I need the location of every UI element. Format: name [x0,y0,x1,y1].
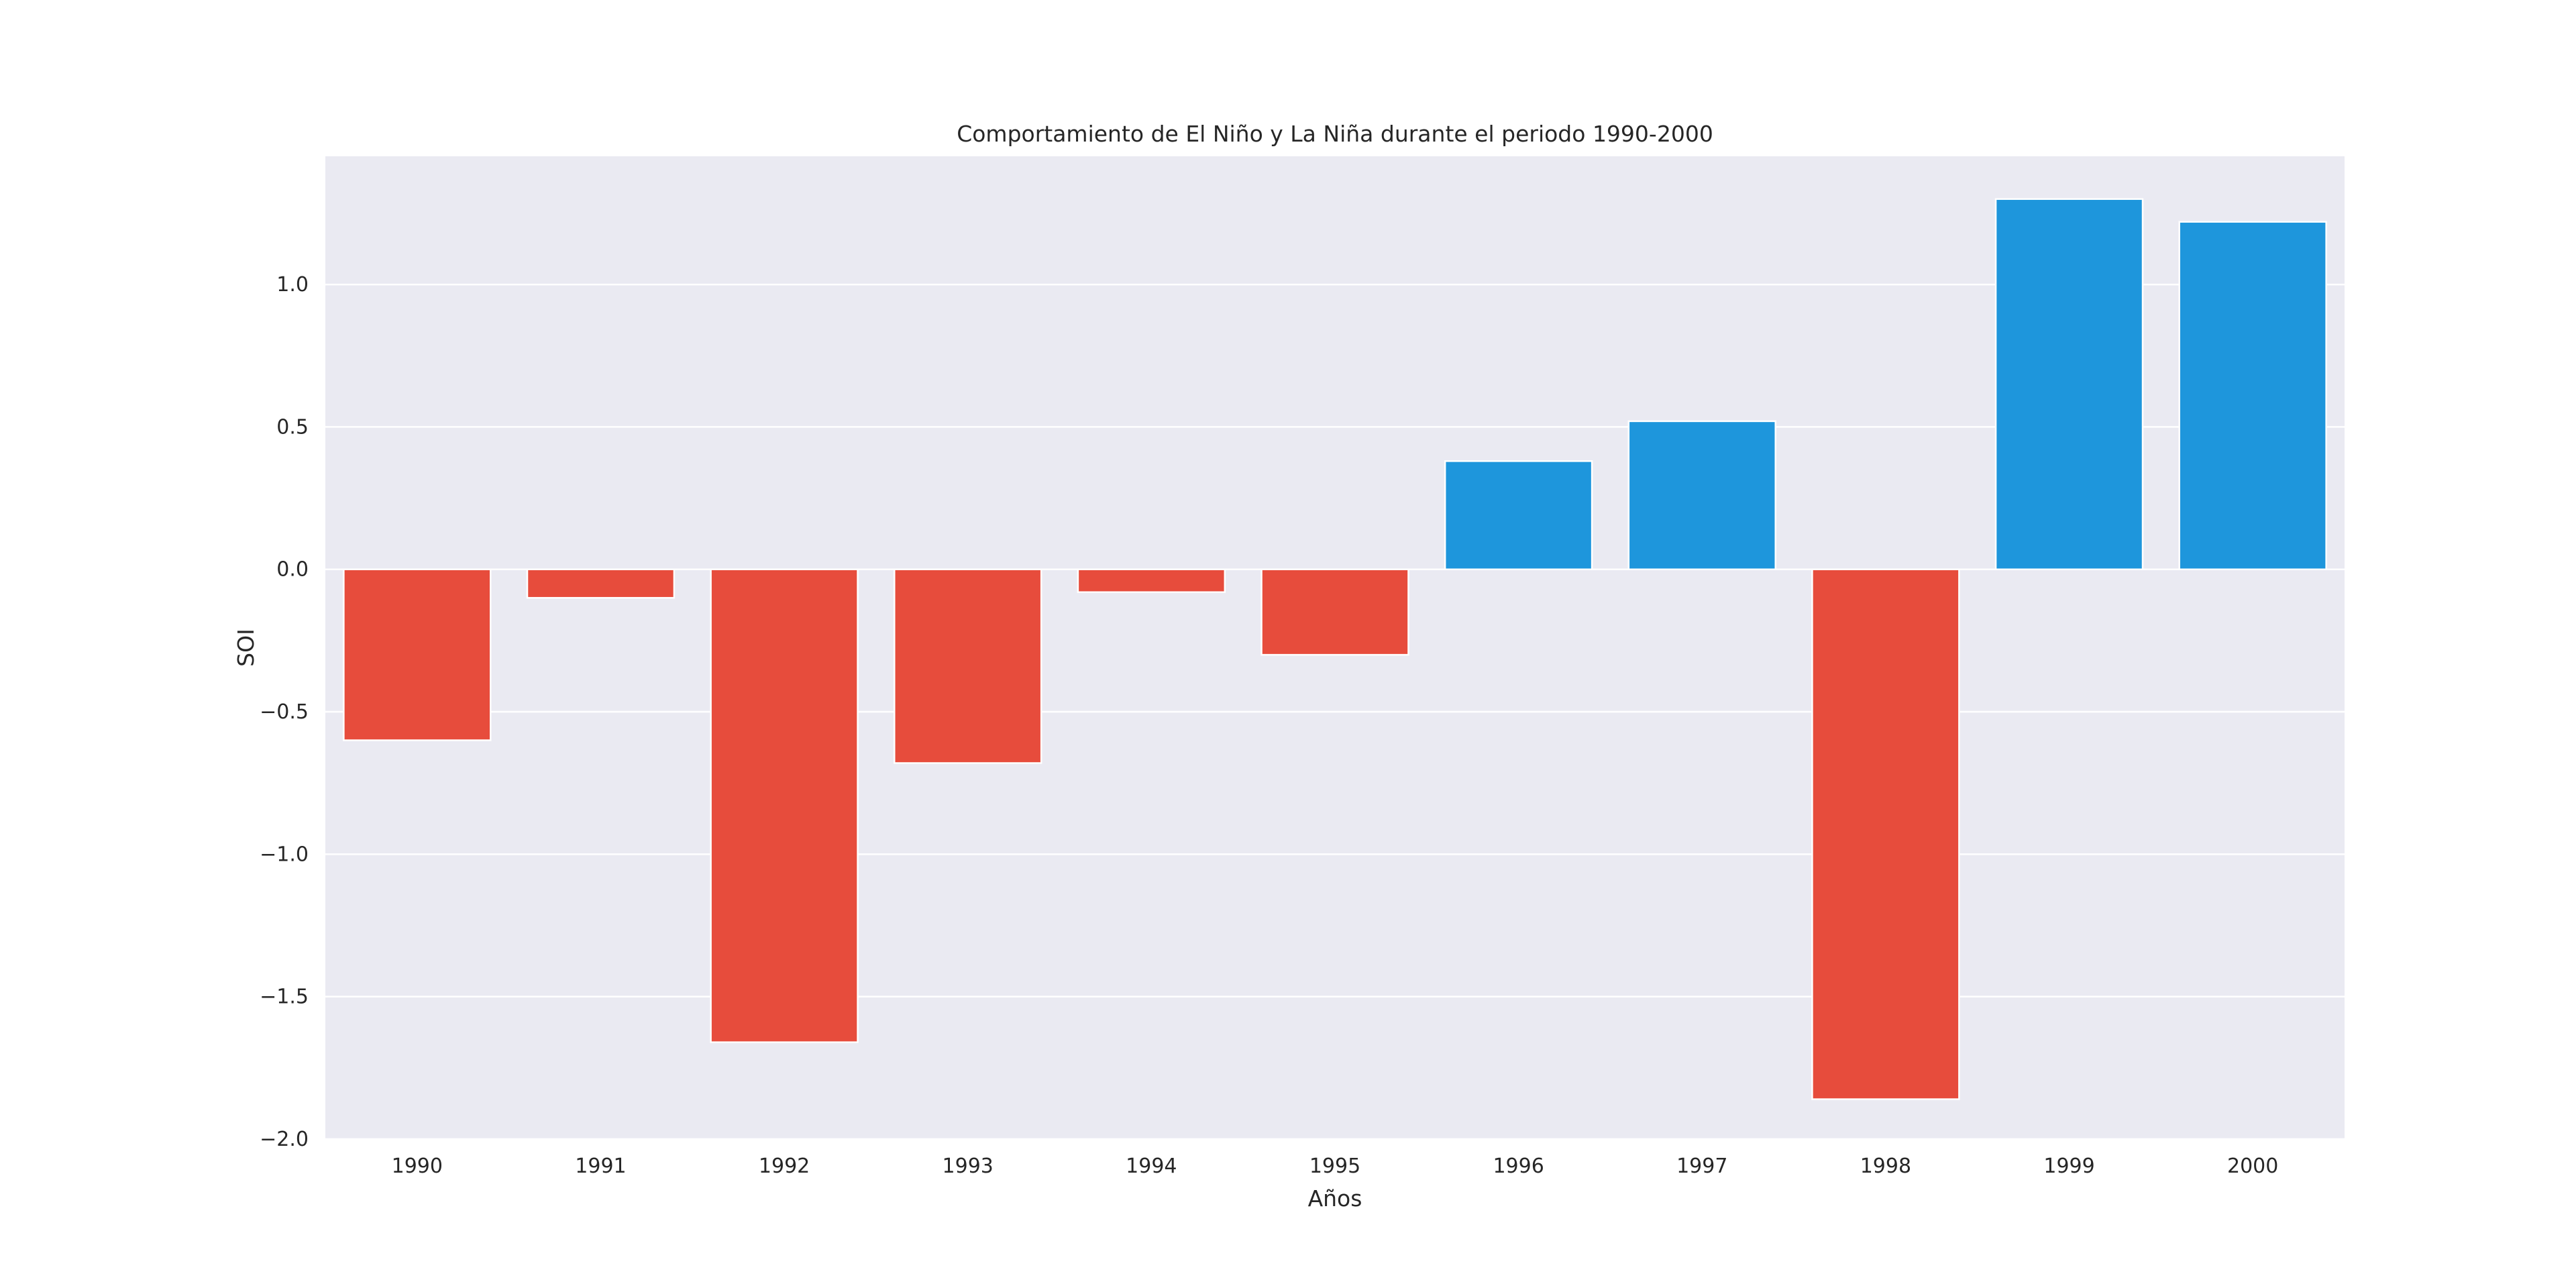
bar-2000 [2178,221,2327,570]
x-tick-label: 1998 [1860,1155,1911,1178]
x-tick-label: 1995 [1309,1155,1360,1178]
x-tick-labels: 1990 1991 1992 1993 1994 1995 1996 1997 1998 1999… [392,1155,2279,1178]
y-tick-label: 1.0 [276,273,309,297]
y-axis-label: SOI [233,629,259,667]
bar-1999 [1994,198,2144,570]
x-tick-label: 1996 [1493,1155,1544,1178]
bars [343,198,2327,1100]
chart-title: Comportamiento de El Niño y La Niña dura… [957,121,1713,147]
x-tick-label: 1999 [2043,1155,2094,1178]
x-tick-label: 2000 [2227,1155,2278,1178]
y-tick-label: −1.5 [260,985,309,1009]
bar-1995 [1260,568,1409,656]
x-tick-label: 1997 [1676,1155,1727,1178]
bar-1990 [343,568,492,741]
y-tick-label: −1.0 [260,843,309,866]
x-axis-label: Años [1308,1185,1362,1212]
x-tick-label: 1990 [392,1155,443,1178]
bar-1992 [710,568,859,1043]
y-tick-label: −2.0 [260,1128,309,1151]
bar-1998 [1811,568,1960,1100]
bar-1994 [1077,568,1226,593]
bar-1997 [1627,420,1776,570]
x-tick-label: 1992 [759,1155,810,1178]
bar-1993 [894,568,1042,764]
x-tick-label: 1991 [575,1155,626,1178]
bar-1996 [1444,460,1593,570]
y-tick-label: 0.5 [276,415,309,439]
bar-1991 [526,568,676,599]
y-tick-label: −0.5 [260,700,309,724]
x-tick-label: 1994 [1126,1155,1177,1178]
x-tick-label: 1993 [943,1155,994,1178]
y-tick-labels: −2.0 −1.5 −1.0 −0.5 0.0 0.5 1.0 [260,273,309,1151]
y-tick-label: 0.0 [276,558,309,582]
